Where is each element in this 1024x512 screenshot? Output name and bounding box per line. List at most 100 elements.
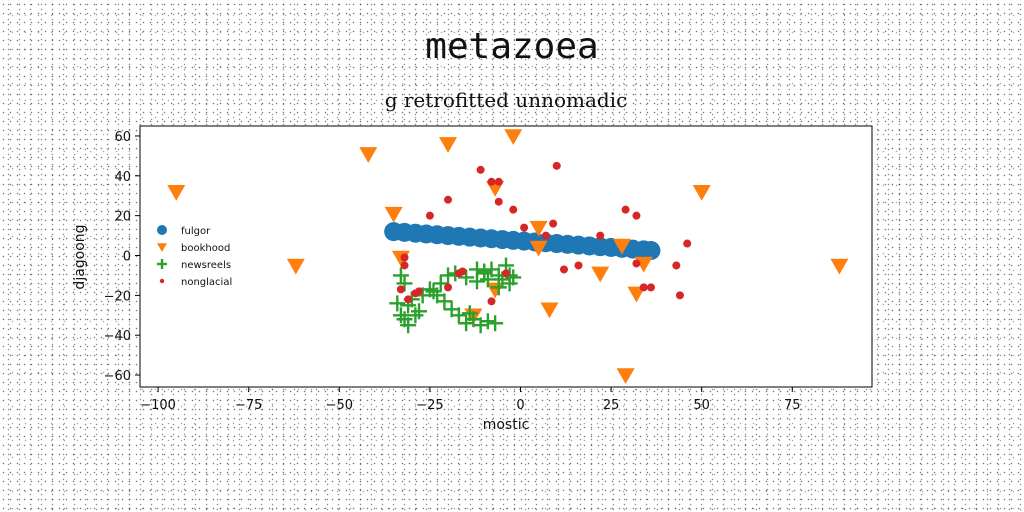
nonglacial-point bbox=[675, 291, 684, 300]
newsreels-point bbox=[487, 315, 504, 332]
figure-suptitle: metazoea bbox=[425, 26, 599, 67]
newsreels-point bbox=[505, 269, 522, 286]
bookhood-point bbox=[359, 147, 378, 163]
bookhood-point bbox=[439, 137, 458, 153]
newsreels-point bbox=[432, 275, 449, 292]
bookhood-point bbox=[627, 286, 646, 303]
bookhood-point bbox=[286, 258, 305, 275]
legend-label: newsreels bbox=[181, 260, 231, 271]
newsreels-point bbox=[479, 271, 496, 288]
legend-label: fulgor bbox=[181, 226, 211, 237]
bookhood-point bbox=[540, 302, 559, 319]
nonglacial-point bbox=[559, 265, 568, 274]
nonglacial-point bbox=[396, 285, 405, 294]
x-tick-label: −100 bbox=[140, 398, 176, 413]
newsreels-point bbox=[490, 279, 507, 296]
nonglacial-point bbox=[494, 177, 503, 186]
nonglacial-point bbox=[596, 231, 605, 240]
y-tick-label: 0 bbox=[123, 250, 131, 265]
newsreels-point bbox=[400, 317, 417, 334]
bookhood-point bbox=[529, 220, 548, 237]
legend-marker-bookhood bbox=[157, 243, 167, 252]
bookhood-point bbox=[591, 266, 610, 283]
bookhood-point bbox=[384, 206, 403, 223]
newsreels-point bbox=[389, 295, 406, 312]
bookhood-point bbox=[830, 258, 849, 275]
nonglacial-point bbox=[632, 259, 641, 268]
series-nonglacial bbox=[396, 161, 692, 306]
nonglacial-point bbox=[400, 261, 409, 270]
nonglacial-point bbox=[574, 261, 583, 270]
nonglacial-point bbox=[487, 297, 496, 306]
legend: fulgor bookhood newsreels nonglacial bbox=[157, 225, 232, 288]
x-axis: −100 −75 −50 −25 0 25 50 75 bbox=[140, 387, 801, 413]
newsreels-point bbox=[461, 305, 478, 322]
nonglacial-point bbox=[415, 287, 424, 296]
nonglacial-point bbox=[541, 231, 550, 240]
x-tick-label: −25 bbox=[416, 398, 443, 413]
newsreels-point bbox=[458, 315, 475, 332]
bookhood-point bbox=[529, 240, 548, 257]
y-tick-label: −20 bbox=[104, 289, 131, 304]
x-tick-label: −50 bbox=[326, 398, 353, 413]
nonglacial-point bbox=[502, 269, 510, 278]
chart-title: g retrofitted unnomadic bbox=[384, 88, 628, 112]
nonglacial-point bbox=[425, 211, 434, 220]
y-tick-label: 40 bbox=[114, 170, 131, 185]
nonglacial-point bbox=[494, 197, 503, 206]
newsreels-point bbox=[392, 307, 409, 324]
plot-background bbox=[140, 126, 872, 387]
legend-label: nonglacial bbox=[181, 277, 232, 288]
data-marks bbox=[167, 129, 849, 385]
fulgor-point bbox=[641, 241, 661, 261]
bookhood-point bbox=[504, 129, 523, 145]
newsreels-point bbox=[476, 263, 493, 280]
bookhood-point bbox=[612, 238, 631, 255]
legend-marker-newsreels bbox=[157, 259, 167, 269]
bookhood-point bbox=[692, 184, 711, 201]
newsreels-point bbox=[425, 283, 442, 300]
nonglacial-point bbox=[552, 161, 561, 170]
nonglacial-point bbox=[520, 223, 529, 232]
x-tick-label: 50 bbox=[693, 398, 710, 413]
newsreels-point bbox=[407, 307, 424, 324]
legend-marker-fulgor bbox=[157, 225, 167, 235]
nonglacial-point bbox=[509, 205, 518, 214]
nonglacial-point bbox=[549, 219, 558, 228]
x-tick-label: −75 bbox=[235, 398, 262, 413]
newsreels-point bbox=[469, 261, 486, 278]
nonglacial-point bbox=[646, 283, 655, 292]
nonglacial-point bbox=[672, 261, 681, 270]
y-axis-label: djagoong bbox=[72, 224, 88, 289]
y-tick-label: 60 bbox=[114, 130, 131, 145]
y-tick-label: −40 bbox=[104, 329, 131, 344]
y-tick-label: 20 bbox=[114, 210, 131, 225]
nonglacial-point bbox=[639, 283, 648, 292]
nonglacial-point bbox=[621, 205, 630, 214]
nonglacial-point bbox=[683, 239, 692, 248]
nonglacial-point bbox=[454, 269, 463, 278]
nonglacial-point bbox=[632, 211, 641, 220]
x-tick-label: 0 bbox=[516, 398, 524, 413]
x-tick-label: 25 bbox=[603, 398, 620, 413]
legend-marker-nonglacial bbox=[159, 278, 165, 284]
nonglacial-point bbox=[487, 177, 496, 186]
plot-frame bbox=[139, 125, 873, 388]
series-newsreels bbox=[389, 257, 522, 334]
bookhood-point bbox=[616, 368, 635, 385]
nonglacial-point bbox=[400, 253, 409, 262]
newsreels-point bbox=[443, 301, 460, 318]
newsreels-point bbox=[392, 267, 409, 284]
x-axis-label: mostic bbox=[483, 417, 530, 433]
newsreels-point bbox=[411, 303, 428, 320]
newsreels-point bbox=[440, 267, 457, 284]
bookhood-point bbox=[167, 184, 186, 201]
nonglacial-point bbox=[476, 165, 485, 174]
y-axis: −60 −40 −20 0 20 40 60 bbox=[104, 130, 140, 384]
nonglacial-point bbox=[444, 283, 453, 292]
series-fulgor bbox=[384, 222, 661, 261]
x-tick-label: 75 bbox=[784, 398, 801, 413]
y-tick-label: −60 bbox=[104, 369, 131, 384]
